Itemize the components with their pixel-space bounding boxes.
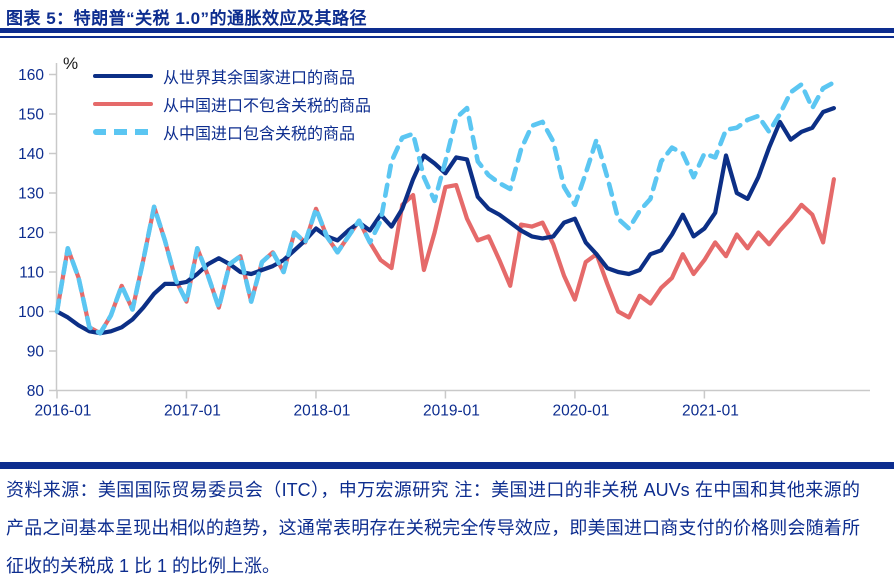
legend-line-swatch-solid-red — [93, 101, 153, 107]
y-axis-tick-label: 130 — [18, 186, 44, 203]
title-rule-thick — [0, 28, 894, 33]
legend-label: 从世界其余国家进口的商品 — [163, 70, 356, 87]
y-axis-tick-label: 80 — [27, 383, 45, 400]
line-chart: 80 90 100 110 120 130 140 150 160 2016-01 2017-01 2… — [18, 63, 870, 420]
legend-item-world: 从世界其余国家进口的商品 — [93, 62, 371, 90]
title-rule-thin — [0, 36, 894, 38]
x-axis-tick-label: 2020-01 — [552, 403, 609, 420]
y-axis-tick-label: 90 — [27, 344, 45, 361]
y-axis-tick-label: 120 — [18, 225, 44, 242]
legend-label: 从中国进口包含关税的商品 — [163, 126, 356, 143]
x-axis-tick-label: 2019-01 — [423, 403, 480, 420]
x-axis-tick-label: 2021-01 — [682, 403, 739, 420]
legend-item-china-incl-tariff: 从中国进口包含关税的商品 — [93, 118, 371, 146]
source-note-text: 资料来源：美国国际贸易委员会（ITC），申万宏源研究 注：美国进口的非关税 AU… — [6, 480, 860, 576]
y-axis-tick-label: 140 — [18, 146, 44, 163]
figure-title: 图表 5：特朗普“关税 1.0”的通胀效应及其路径 — [6, 9, 368, 28]
y-axis-unit-label: % — [63, 54, 79, 73]
series-line-0 — [54, 105, 837, 336]
legend-item-china-ex-tariff: 从中国进口不包含关税的商品 — [93, 90, 371, 118]
x-axis-tick-label: 2018-01 — [294, 403, 351, 420]
footer-rule — [0, 462, 894, 469]
x-axis-tick-label: 2016-01 — [35, 403, 92, 420]
y-axis-tick-label: 100 — [18, 304, 44, 321]
y-axis-tick-label: 160 — [18, 67, 44, 84]
y-axis-tick-label: 110 — [19, 265, 44, 282]
series-line-2 — [54, 80, 837, 336]
x-axis-tick-label: 2017-01 — [164, 403, 221, 420]
legend-label: 从中国进口不包含关税的商品 — [163, 98, 372, 115]
legend-line-swatch-dashed-cyan — [93, 129, 153, 135]
chart-legend: 从世界其余国家进口的商品 从中国进口不包含关税的商品 从中国进口包含关税的商品 — [93, 62, 371, 146]
legend-line-swatch-solid-navy — [93, 73, 153, 79]
y-axis-tick-label: 150 — [18, 107, 44, 124]
